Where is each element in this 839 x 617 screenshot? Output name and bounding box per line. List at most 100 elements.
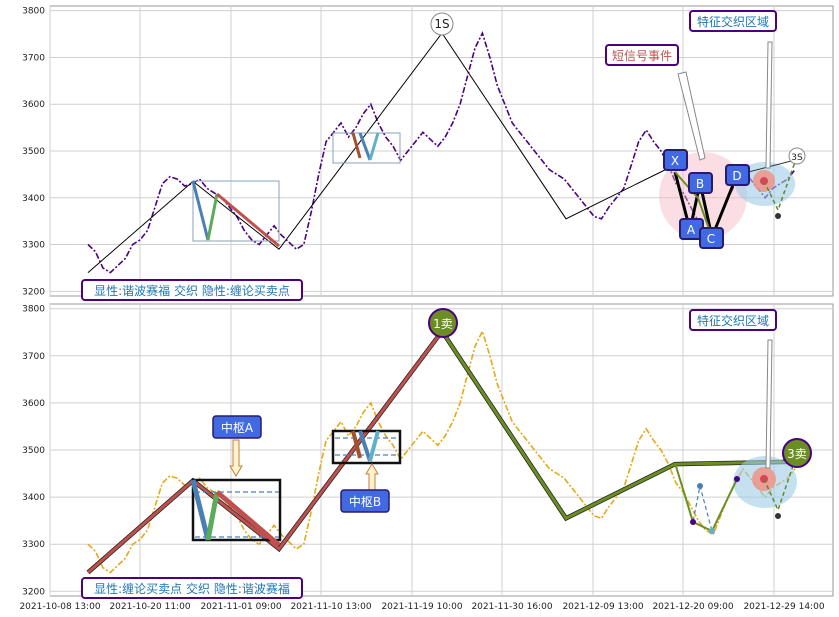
bottom-leg-5 <box>358 430 372 462</box>
bottom-projection-dot <box>775 513 781 519</box>
top-feature-arrow <box>765 41 773 169</box>
bottom-pt-4 <box>734 476 740 482</box>
bottom-ytick-1: 3300 <box>22 540 45 550</box>
top-leg-2 <box>206 193 219 241</box>
short-signal-label: 短信号事件 <box>612 49 672 63</box>
bottom-zhongshu-a-arrow <box>229 439 243 477</box>
feature-box-bottom <box>689 309 777 331</box>
xtick-8: 2021-12-29 14:00 <box>743 602 824 612</box>
top-ytick-1: 3300 <box>22 241 45 251</box>
mark-1sell: 1卖 <box>433 317 453 331</box>
top-pivot-box-a <box>192 180 280 242</box>
bottom-harmonic-path <box>674 462 738 533</box>
bottom-series-layer <box>86 329 796 575</box>
short-signal-box <box>605 44 679 66</box>
pt-c: C <box>707 232 715 246</box>
top-pivot-box-b <box>332 132 401 164</box>
top-series-layer <box>87 30 796 274</box>
pt-b-box <box>688 172 713 194</box>
bottom-ytick-5: 3700 <box>22 352 45 362</box>
top-ytick-4: 3600 <box>22 100 45 110</box>
zhongshu-b: 中枢B <box>349 494 381 509</box>
pt-b: B <box>696 177 704 191</box>
zhongshu-a: 中枢A <box>221 420 254 435</box>
mark-1s-circle <box>430 12 454 36</box>
top-ytick-6: 3800 <box>22 7 45 17</box>
bottom-ytick-6: 3800 <box>22 305 45 315</box>
top-legend: 显性:谐波赛福 交织 隐性:缠论买卖点 <box>94 283 290 298</box>
bottom-legend: 显性:缠论买卖点 交织 隐性:谐波赛福 <box>94 581 290 596</box>
bottom-ytick-3: 3500 <box>22 446 45 456</box>
bottom-series-0 <box>87 329 796 574</box>
top-series-0 <box>87 30 796 274</box>
bottom-series-2 <box>440 330 796 521</box>
top-ytick-2: 3400 <box>22 194 45 204</box>
bottom-pt-2 <box>697 483 703 489</box>
bottom-feature-arrow <box>765 339 773 469</box>
bottom-overlays <box>190 339 797 547</box>
top-leg-1 <box>191 180 210 241</box>
top-ytick-0: 3200 <box>22 287 45 297</box>
top-grid: 3200 3300 3400 3500 3600 3700 3800 <box>22 5 834 297</box>
top-ytick-5: 3700 <box>22 53 45 63</box>
bottom-leg-4 <box>351 430 362 459</box>
pt-x-box <box>663 149 688 171</box>
bottom-series-1 <box>87 330 444 574</box>
xtick-3: 2021-11-10 13:00 <box>290 602 371 612</box>
zhongshu-a-box <box>212 415 262 439</box>
bottom-leg-2 <box>205 491 220 541</box>
pt-d: D <box>732 169 741 183</box>
bottom-legend-box <box>81 577 303 599</box>
top-harmonic-inner <box>674 171 713 238</box>
feature-label-top: 特征交织区域 <box>697 14 769 29</box>
callouts: 显性:谐波赛福 交织 隐性:缠论买卖点 显性:缠论买卖点 交织 隐性:谐波赛福 … <box>81 10 777 599</box>
pt-x: X <box>671 154 679 168</box>
xtick-4: 2021-11-19 10:00 <box>381 602 462 612</box>
top-leg-5 <box>358 132 372 161</box>
markers: 1S 3S 1卖 3卖 <box>428 12 812 468</box>
pt-c-box <box>699 227 724 249</box>
bottom-grid: 3200 3300 3400 3500 3600 3700 3800 2021-10-08 1… <box>19 303 834 612</box>
harmonic-labels: X A B C D <box>663 149 750 249</box>
top-leg-6 <box>368 132 380 161</box>
pt-a: A <box>687 223 696 237</box>
pt-d-box <box>725 164 750 186</box>
zhongshu-b-box <box>340 489 390 513</box>
top-short-signal-arrow <box>677 71 706 161</box>
top-leg-3 <box>216 192 280 248</box>
mark-3s: 3S <box>791 153 803 163</box>
top-series-1 <box>87 32 676 273</box>
mark-1s: 1S <box>434 17 449 31</box>
xtick-2: 2021-11-01 09:00 <box>200 602 281 612</box>
bottom-ytick-0: 3200 <box>22 587 45 597</box>
bottom-pivot-box-b <box>331 429 402 465</box>
bottom-ytick-4: 3600 <box>22 399 45 409</box>
bottom-pt-1 <box>690 519 696 525</box>
xtick-6: 2021-12-09 13:00 <box>562 602 643 612</box>
bottom-pivot-box-a <box>191 478 282 542</box>
top-projection <box>763 161 796 212</box>
bottom-leg-6 <box>368 430 380 462</box>
bottom-zhongshu-b-arrow <box>365 463 379 491</box>
mark-1sell-circle <box>428 308 458 338</box>
mark-3sell: 3卖 <box>787 447 807 461</box>
xtick-7: 2021-12-20 09:00 <box>652 602 733 612</box>
top-ytick-3: 3500 <box>22 147 45 157</box>
bottom-leg-1 <box>190 479 211 541</box>
top-overlays <box>191 41 796 248</box>
xtick-0: 2021-10-08 13:00 <box>19 602 100 612</box>
xtick-1: 2021-10-20 11:00 <box>109 602 190 612</box>
bottom-ytick-2: 3400 <box>22 493 45 503</box>
feature-box-top <box>689 10 777 32</box>
top-projection-dot <box>775 213 781 219</box>
feature-label-bottom: 特征交织区域 <box>697 313 769 328</box>
mark-3s-circle <box>788 147 806 165</box>
bottom-pt-3 <box>709 528 715 534</box>
xtick-5: 2021-11-30 16:00 <box>471 602 552 612</box>
bottom-leg-3 <box>215 490 281 547</box>
mark-3sell-circle <box>782 438 812 468</box>
top-legend-box <box>81 279 303 301</box>
top-leg-4 <box>351 132 362 159</box>
